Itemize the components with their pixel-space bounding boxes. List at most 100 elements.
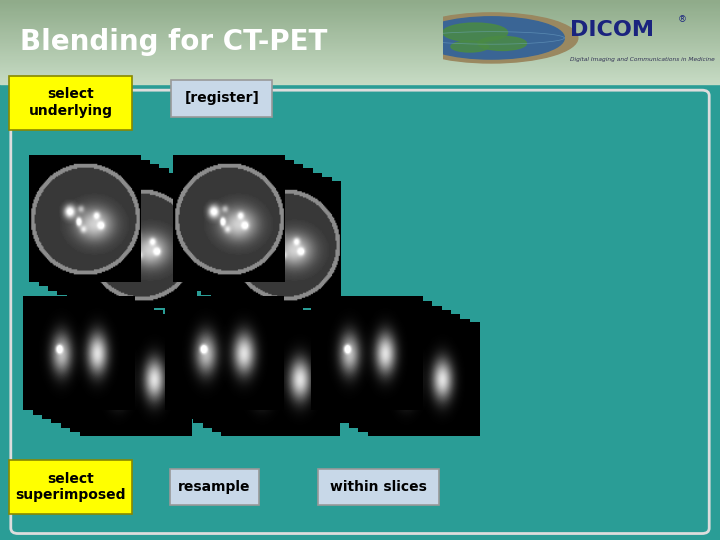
Bar <box>0 75 720 76</box>
Bar <box>0 11 720 12</box>
Bar <box>321 301 432 415</box>
Bar <box>0 27 720 28</box>
Bar <box>0 30 720 31</box>
Bar <box>201 168 313 295</box>
Bar <box>0 22 720 23</box>
Bar <box>0 58 720 59</box>
Bar <box>0 2 720 3</box>
Bar <box>52 310 163 423</box>
Bar <box>0 50 720 51</box>
Circle shape <box>418 17 564 59</box>
Bar <box>0 36 720 37</box>
Bar <box>0 33 720 35</box>
Bar <box>0 83 720 84</box>
Bar <box>0 20 720 21</box>
Bar <box>0 40 720 41</box>
Bar <box>0 58 720 59</box>
Text: Digital Imaging and Communications in Medicine: Digital Imaging and Communications in Me… <box>570 57 714 62</box>
Bar <box>173 156 285 282</box>
Bar <box>0 21 720 22</box>
Bar <box>57 168 168 295</box>
Bar <box>0 71 720 72</box>
Bar <box>0 25 720 26</box>
Bar <box>0 56 720 57</box>
Bar <box>192 164 304 291</box>
Bar <box>48 164 159 291</box>
Bar <box>0 82 720 83</box>
Bar <box>0 72 720 73</box>
Bar <box>29 156 141 282</box>
Text: DICOM: DICOM <box>570 20 654 40</box>
Bar <box>85 181 197 308</box>
Bar <box>0 32 720 33</box>
Circle shape <box>405 13 577 63</box>
Bar <box>0 57 720 58</box>
Circle shape <box>478 36 526 50</box>
Bar <box>0 28 720 29</box>
Bar <box>71 319 181 432</box>
Bar <box>0 39 720 40</box>
Bar <box>0 67 720 68</box>
Bar <box>0 8 720 9</box>
Bar <box>0 17 720 18</box>
Bar <box>193 310 312 423</box>
Bar <box>183 160 294 286</box>
Bar <box>60 314 173 428</box>
Bar <box>0 5 720 6</box>
Text: [register]: [register] <box>184 91 259 105</box>
FancyBboxPatch shape <box>9 460 132 514</box>
Bar <box>23 297 135 410</box>
Bar <box>0 51 720 52</box>
Bar <box>174 301 294 415</box>
Bar <box>222 323 341 436</box>
Text: Blending for CT-PET: Blending for CT-PET <box>20 28 328 56</box>
Bar <box>0 69 720 70</box>
Bar <box>0 68 720 69</box>
Bar <box>42 306 154 419</box>
Bar <box>0 64 720 65</box>
Bar <box>0 48 720 49</box>
Bar <box>0 46 720 47</box>
Bar <box>184 306 302 419</box>
Bar <box>0 38 720 39</box>
Bar <box>165 297 284 410</box>
Bar <box>340 310 451 423</box>
Bar <box>0 14 720 15</box>
Bar <box>0 80 720 82</box>
Bar <box>0 3 720 4</box>
Bar <box>0 16 720 17</box>
Bar <box>0 53 720 55</box>
Circle shape <box>451 41 489 52</box>
Bar <box>330 306 442 419</box>
Bar <box>0 44 720 45</box>
Bar <box>0 6 720 8</box>
Bar <box>0 73 720 75</box>
Bar <box>0 31 720 32</box>
Text: resample: resample <box>179 480 251 494</box>
Bar <box>0 75 720 76</box>
Bar <box>220 177 332 303</box>
Bar <box>0 37 720 38</box>
Bar <box>0 84 720 540</box>
Bar <box>0 65 720 66</box>
Text: within slices: within slices <box>330 480 427 494</box>
Text: select
superimposed: select superimposed <box>15 472 126 502</box>
Bar <box>0 76 720 77</box>
Bar <box>210 173 323 299</box>
Bar <box>0 43 720 44</box>
Bar <box>0 59 720 60</box>
Bar <box>0 63 720 64</box>
Bar <box>0 52 720 53</box>
Bar <box>0 42 720 43</box>
Circle shape <box>443 23 508 42</box>
Bar <box>0 24 720 25</box>
Bar <box>311 297 423 410</box>
Bar <box>0 41 720 42</box>
Bar <box>0 62 720 63</box>
Bar <box>0 77 720 78</box>
Bar <box>0 23 720 24</box>
FancyBboxPatch shape <box>170 469 259 505</box>
Text: ®: ® <box>678 16 687 24</box>
Bar <box>0 66 720 67</box>
Bar <box>0 70 720 71</box>
